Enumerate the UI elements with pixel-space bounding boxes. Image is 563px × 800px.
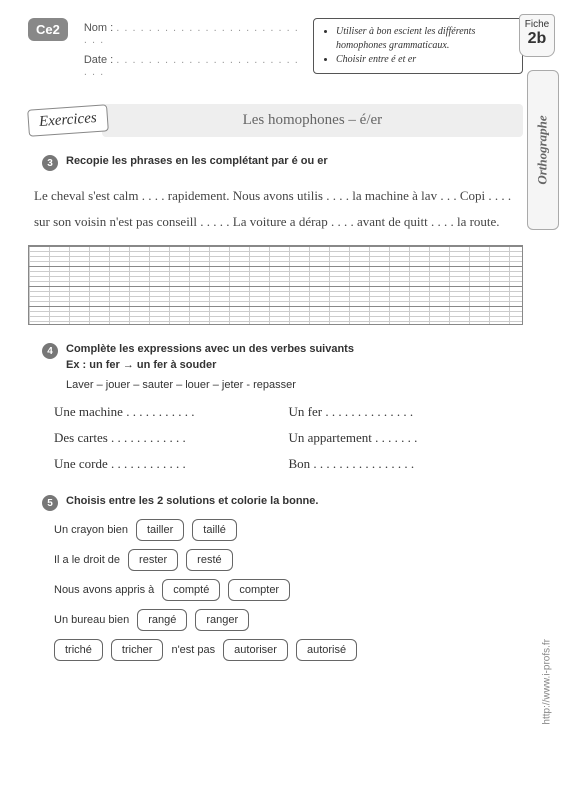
source-url: http://www.i-profs.fr (542, 639, 553, 725)
choice-post-text: n'est pas (171, 644, 215, 656)
fill-item: Une machine . . . . . . . . . . . (54, 399, 289, 425)
exercise-example: Ex : un fer → un fer à souder (66, 359, 523, 371)
level-badge: Ce2 (28, 18, 68, 41)
objectives-box: Utiliser à bon escient les différents ho… (313, 18, 523, 74)
exercise-number: 3 (42, 155, 58, 171)
exercise-instruction: Complète les expressions avec un des ver… (66, 343, 354, 355)
verbs-list: Laver – jouer – sauter – louer – jeter -… (66, 379, 523, 391)
exercise-instruction: Choisis entre les 2 solutions et colorie… (66, 495, 318, 507)
choice-option[interactable]: taillé (192, 519, 237, 541)
subject-tab: Orthographe (527, 70, 559, 230)
exercise-5: 5 Choisis entre les 2 solutions et color… (28, 495, 523, 661)
choice-option[interactable]: tailler (136, 519, 184, 541)
fill-lines: Une machine . . . . . . . . . . .Un fer … (54, 399, 523, 477)
objective-item: Choisir entre é et er (336, 53, 514, 67)
exercise-instruction: Recopie les phrases en les complétant pa… (66, 155, 328, 167)
fill-item: Un fer . . . . . . . . . . . . . . (289, 399, 524, 425)
choice-pre-text: Il a le droit de (54, 554, 120, 566)
choice-row: Un crayon bien tailler taillé (54, 519, 523, 541)
choice-pre-text: Nous avons appris à (54, 584, 154, 596)
exercise-3-body: Le cheval s'est calm . . . . rapidement.… (34, 183, 517, 235)
fiche-tab: Fiche 2b (519, 14, 555, 57)
worksheet-title: Les homophones – é/er (102, 104, 523, 137)
name-label: Nom : (84, 22, 113, 34)
exercises-label: Exercices (27, 104, 108, 136)
choice-option[interactable]: ranger (195, 609, 249, 631)
choice-pre-text: Un crayon bien (54, 524, 128, 536)
fill-item: Bon . . . . . . . . . . . . . . . . (289, 451, 524, 477)
exercise-4: 4 Complète les expressions avec un des v… (28, 343, 523, 477)
exercise-number: 4 (42, 343, 58, 359)
choice-pre-text: Un bureau bien (54, 614, 129, 626)
choice-option[interactable]: autorisé (296, 639, 357, 661)
writing-grid (28, 245, 523, 325)
date-label: Date : (84, 54, 113, 66)
identity-block: Nom : . . . . . . . . . . . . . . . . . … (76, 18, 305, 86)
choice-row: triché tricher n'est pas autoriser autorisé (54, 639, 523, 661)
choice-option[interactable]: rester (128, 549, 178, 571)
choice-option[interactable]: tricher (111, 639, 164, 661)
fill-item: Des cartes . . . . . . . . . . . . (54, 425, 289, 451)
choice-row: Un bureau bien rangé ranger (54, 609, 523, 631)
choice-option[interactable]: autoriser (223, 639, 288, 661)
choice-option[interactable]: triché (54, 639, 103, 661)
exercise-number: 5 (42, 495, 58, 511)
exercise-3: 3 Recopie les phrases en les complétant … (28, 155, 523, 325)
choice-option[interactable]: compté (162, 579, 220, 601)
objective-item: Utiliser à bon escient les différents ho… (336, 25, 514, 53)
fiche-label: Fiche (520, 19, 554, 30)
fill-item: Un appartement . . . . . . . (289, 425, 524, 451)
choice-row: Il a le droit de rester resté (54, 549, 523, 571)
choice-option[interactable]: rangé (137, 609, 187, 631)
fill-item: Une corde . . . . . . . . . . . . (54, 451, 289, 477)
choice-option[interactable]: compter (228, 579, 290, 601)
choice-option[interactable]: resté (186, 549, 232, 571)
choice-row: Nous avons appris à compté compter (54, 579, 523, 601)
date-dots: . . . . . . . . . . . . . . . . . . . . … (84, 54, 299, 78)
subject-label: Orthographe (535, 115, 551, 184)
fiche-number: 2b (520, 30, 554, 48)
name-dots: . . . . . . . . . . . . . . . . . . . . … (84, 22, 299, 46)
